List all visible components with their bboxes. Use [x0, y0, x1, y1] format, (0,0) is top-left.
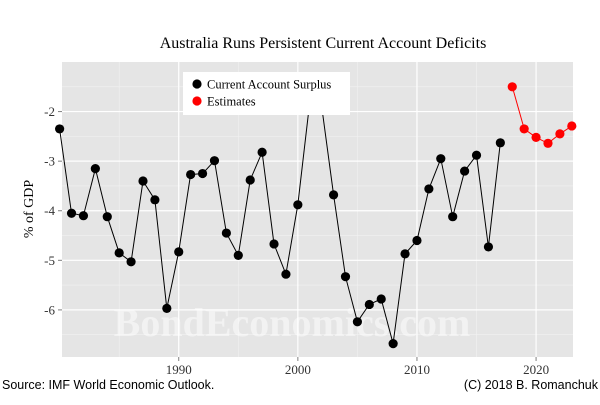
data-point-current-account-surplus [483, 242, 494, 252]
legend-box [183, 72, 350, 115]
data-point-current-account-surplus [150, 195, 160, 205]
y-tick-label: -6 [44, 302, 55, 317]
x-tick-label: 1990 [166, 362, 192, 377]
data-point-current-account-surplus [114, 248, 124, 258]
x-tick-label: 2010 [404, 362, 430, 377]
x-tick-label: 2020 [523, 362, 549, 377]
data-point-current-account-surplus [90, 163, 100, 174]
data-point-current-account-surplus [412, 235, 422, 246]
data-point-current-account-surplus [460, 166, 470, 176]
copyright-note: (C) 2018 B. Romanchuk [464, 378, 599, 392]
data-point-current-account-surplus [162, 303, 172, 314]
y-tick-label: -3 [44, 154, 55, 169]
y-axis-label: % of GDP [22, 180, 37, 239]
data-point-current-account-surplus [400, 249, 410, 259]
data-point-current-account-surplus [245, 175, 255, 185]
y-tick-label: -2 [44, 104, 55, 119]
data-point-current-account-surplus [436, 154, 446, 164]
data-point-current-account-surplus [233, 250, 243, 260]
data-point-current-account-surplus [174, 247, 184, 257]
legend: Current Account Surplus Estimates [183, 72, 350, 115]
chart-title: Australia Runs Persistent Current Accoun… [160, 35, 487, 52]
data-point-current-account-surplus [138, 176, 148, 186]
data-point-current-account-surplus [388, 339, 398, 349]
legend-label: Current Account Surplus [207, 78, 331, 92]
data-point-current-account-surplus [257, 147, 267, 157]
watermark: BondEconomics.com [114, 300, 471, 345]
x-tick-label: 2000 [285, 362, 311, 377]
y-axis: -6 -5 -4 -3 -2 [44, 104, 62, 317]
data-point-current-account-surplus [186, 169, 196, 180]
data-point-current-account-surplus [352, 317, 363, 327]
series-layer [55, 82, 577, 349]
data-point-current-account-surplus [495, 138, 505, 148]
data-point-current-account-surplus [328, 190, 339, 200]
data-point-current-account-surplus [126, 257, 136, 267]
legend-marker [192, 79, 202, 89]
data-point-current-account-surplus [102, 212, 112, 222]
data-point-current-account-surplus [55, 124, 65, 134]
data-point-current-account-surplus [66, 208, 77, 218]
series-line-current-account-surplus [59, 100, 501, 344]
data-point-current-account-surplus [448, 212, 458, 222]
data-point-estimates [543, 138, 553, 148]
data-point-current-account-surplus [376, 294, 386, 304]
y-tick-label: -4 [44, 203, 55, 218]
data-point-current-account-surplus [364, 299, 374, 310]
data-point-estimates [507, 82, 517, 92]
source-note: Source: IMF World Economic Outlook. [2, 378, 214, 392]
data-point-current-account-surplus [293, 200, 303, 210]
data-point-estimates [567, 121, 577, 131]
data-point-estimates [519, 124, 529, 134]
data-point-current-account-surplus [221, 228, 231, 238]
data-point-estimates [531, 132, 541, 142]
data-point-current-account-surplus [197, 168, 208, 179]
y-tick-label: -5 [44, 253, 55, 268]
data-point-estimates [555, 129, 565, 139]
data-point-current-account-surplus [209, 156, 220, 166]
data-point-current-account-surplus [471, 150, 482, 160]
data-point-current-account-surplus [281, 269, 291, 279]
data-point-current-account-surplus [340, 272, 351, 282]
legend-marker [192, 96, 202, 106]
data-point-current-account-surplus [424, 184, 434, 194]
x-axis: 1990 2000 2010 2020 [166, 357, 549, 377]
data-point-current-account-surplus [269, 239, 279, 249]
legend-label: Estimates [207, 95, 256, 109]
data-point-current-account-surplus [78, 211, 89, 221]
